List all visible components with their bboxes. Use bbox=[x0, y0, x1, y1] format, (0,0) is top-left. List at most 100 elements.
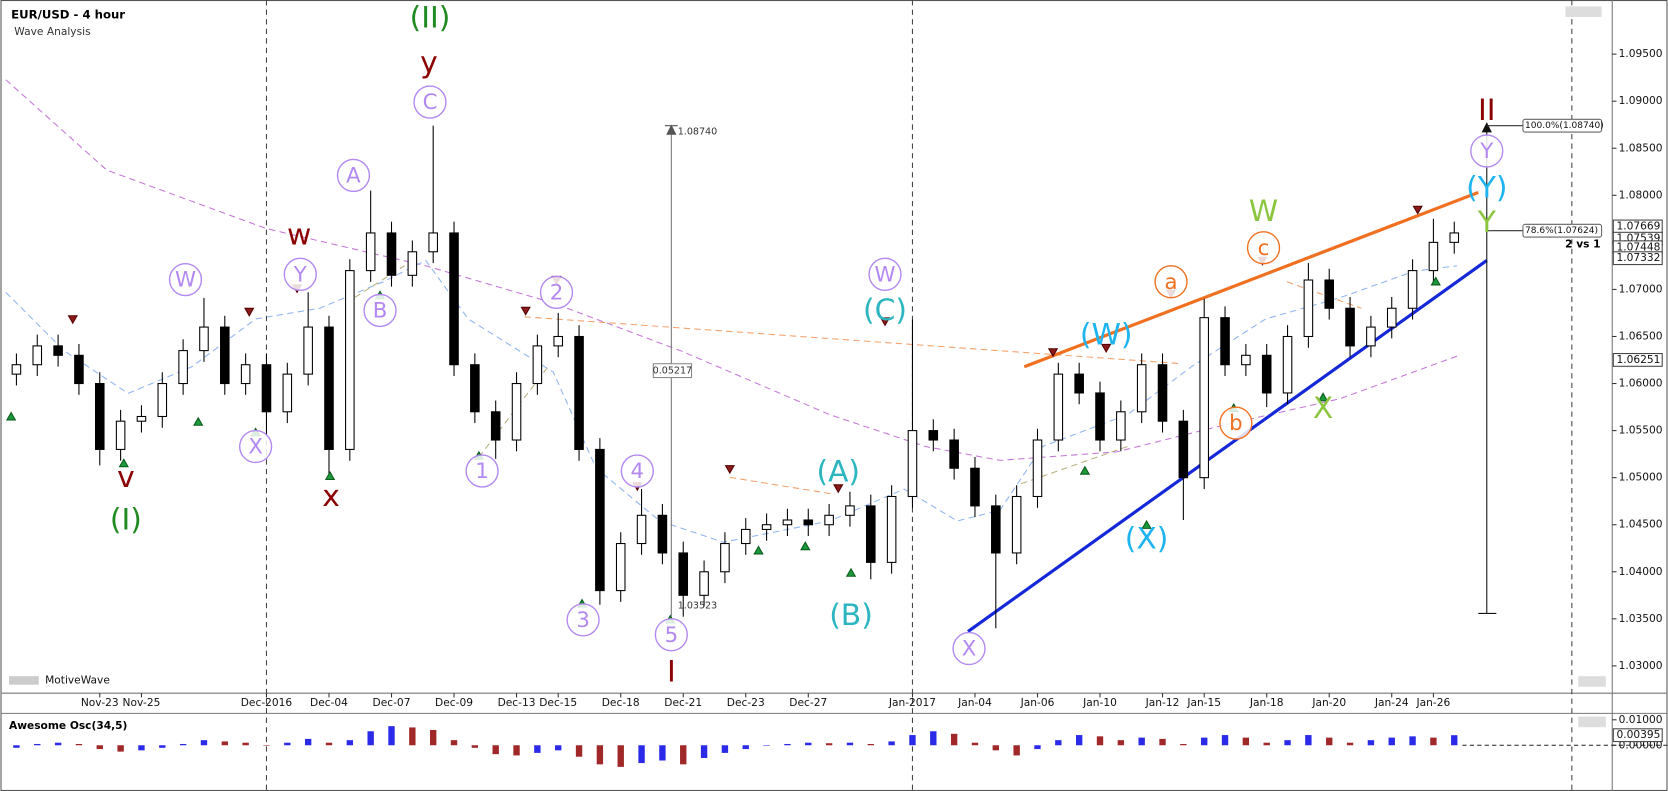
measure-range-box bbox=[652, 363, 693, 379]
wave-label: v bbox=[117, 460, 135, 495]
y-tick-label: 1.06500 bbox=[1619, 329, 1663, 342]
candle-body bbox=[1366, 326, 1376, 347]
osc-bar bbox=[575, 745, 583, 757]
osc-bar bbox=[159, 745, 166, 748]
osc-bar bbox=[96, 745, 103, 750]
wave-circle bbox=[363, 293, 397, 328]
high-marker bbox=[244, 307, 255, 317]
layers bbox=[5, 79, 1497, 633]
fast-ma bbox=[5, 259, 1458, 543]
x-tick-label: Jan-20 bbox=[1311, 696, 1346, 709]
candle-body bbox=[1032, 439, 1043, 498]
zoom-buttons[interactable] bbox=[1578, 676, 1606, 687]
window-buttons[interactable] bbox=[1565, 6, 1602, 18]
candle-body bbox=[1053, 373, 1064, 441]
wave-label: b bbox=[1229, 411, 1243, 436]
price-marker bbox=[1612, 353, 1663, 367]
y-tick-label: 1.05000 bbox=[1619, 471, 1663, 484]
osc-bar bbox=[1159, 738, 1166, 746]
x-tick-label: Jan-18 bbox=[1249, 696, 1284, 709]
candle-body bbox=[428, 232, 438, 253]
osc-bar bbox=[1055, 740, 1062, 746]
price-marker-label: 1.07669 bbox=[1616, 219, 1660, 232]
osc-bar bbox=[1180, 743, 1187, 746]
candle-body bbox=[470, 364, 480, 413]
candle-body bbox=[345, 270, 355, 450]
wave-label: A bbox=[346, 163, 361, 188]
wave-label: W bbox=[875, 262, 896, 287]
low-marker bbox=[1141, 519, 1152, 529]
osc-bar bbox=[1409, 736, 1416, 746]
candle-body bbox=[240, 364, 251, 385]
osc-bar bbox=[971, 742, 979, 746]
channel-dashed bbox=[524, 281, 1362, 495]
candle-body bbox=[907, 430, 918, 498]
y-tick-label: 1.09000 bbox=[1619, 94, 1663, 107]
wave-label: B bbox=[373, 299, 388, 324]
x-tick-label: Dec-09 bbox=[435, 696, 473, 709]
osc-buttons[interactable] bbox=[1578, 716, 1606, 728]
osc-bar bbox=[492, 745, 499, 755]
wave-label: (X) bbox=[1125, 522, 1169, 557]
osc-bar bbox=[784, 743, 791, 746]
price-marker-label: 1.07332 bbox=[1616, 251, 1660, 264]
wave-label: (Y) bbox=[1466, 171, 1507, 206]
candle-body bbox=[282, 373, 293, 413]
candle-body bbox=[970, 467, 980, 507]
chart-title: EUR/USD - 4 hour bbox=[11, 7, 125, 21]
osc-bar bbox=[1451, 735, 1458, 746]
nav-buttons[interactable] bbox=[8, 676, 39, 685]
osc-bar bbox=[200, 740, 208, 746]
measure-arrow bbox=[664, 124, 678, 135]
candle-body bbox=[1324, 279, 1335, 309]
wave-circle bbox=[465, 454, 499, 488]
wave-label: Y bbox=[293, 262, 308, 287]
osc-bar bbox=[138, 745, 145, 751]
candle-body bbox=[782, 519, 793, 526]
osc-bar bbox=[700, 745, 708, 758]
osc-bar bbox=[388, 726, 395, 746]
y-tick-label: 1.08000 bbox=[1619, 188, 1663, 201]
y-tick-label: 1.04000 bbox=[1619, 565, 1663, 578]
osc-bar bbox=[534, 745, 541, 753]
candle-body bbox=[386, 232, 397, 276]
osc-bar bbox=[304, 738, 312, 746]
wave-circle bbox=[952, 631, 986, 666]
low-marker bbox=[5, 411, 17, 421]
osc-bar bbox=[763, 745, 770, 746]
candle-body bbox=[1428, 241, 1439, 272]
wave-circle bbox=[1154, 265, 1188, 299]
x-tick-label: Dec-2016 bbox=[241, 696, 293, 709]
fib-label: 78.6%(1.07624) bbox=[1525, 226, 1598, 236]
osc-bar bbox=[638, 745, 645, 764]
osc-bar bbox=[1326, 737, 1333, 746]
candle-body bbox=[949, 439, 959, 469]
wave-label: 5 bbox=[665, 623, 679, 648]
wave-circle bbox=[283, 257, 317, 291]
candle-body bbox=[1261, 354, 1272, 394]
chart-subtitle: Wave Analysis bbox=[14, 25, 91, 38]
candle-body bbox=[574, 335, 584, 450]
y-tick-label: 1.07000 bbox=[1619, 282, 1663, 295]
osc-bar bbox=[930, 731, 937, 746]
osc-bar bbox=[263, 745, 270, 746]
wave-label: W bbox=[1249, 194, 1278, 229]
candle-body bbox=[1074, 373, 1084, 394]
wave-circle bbox=[620, 454, 654, 488]
osc-bar bbox=[429, 729, 437, 746]
osc-bar bbox=[721, 745, 729, 753]
wave-circle bbox=[1246, 231, 1281, 265]
wave-label: x bbox=[322, 479, 340, 514]
y-tick-label: 1.05500 bbox=[1619, 424, 1663, 437]
candle-body bbox=[11, 364, 22, 375]
candle-body bbox=[199, 326, 209, 352]
target-arrow-head bbox=[1478, 122, 1497, 614]
wave-label: Y bbox=[1477, 205, 1497, 240]
candle-body bbox=[1345, 307, 1355, 347]
measure-top-label: 1.08740 bbox=[678, 127, 717, 138]
x-tick-label: Dec-21 bbox=[664, 696, 702, 709]
candle-body bbox=[595, 448, 605, 592]
candle-body bbox=[74, 354, 84, 385]
wave-label: (B) bbox=[829, 598, 873, 633]
